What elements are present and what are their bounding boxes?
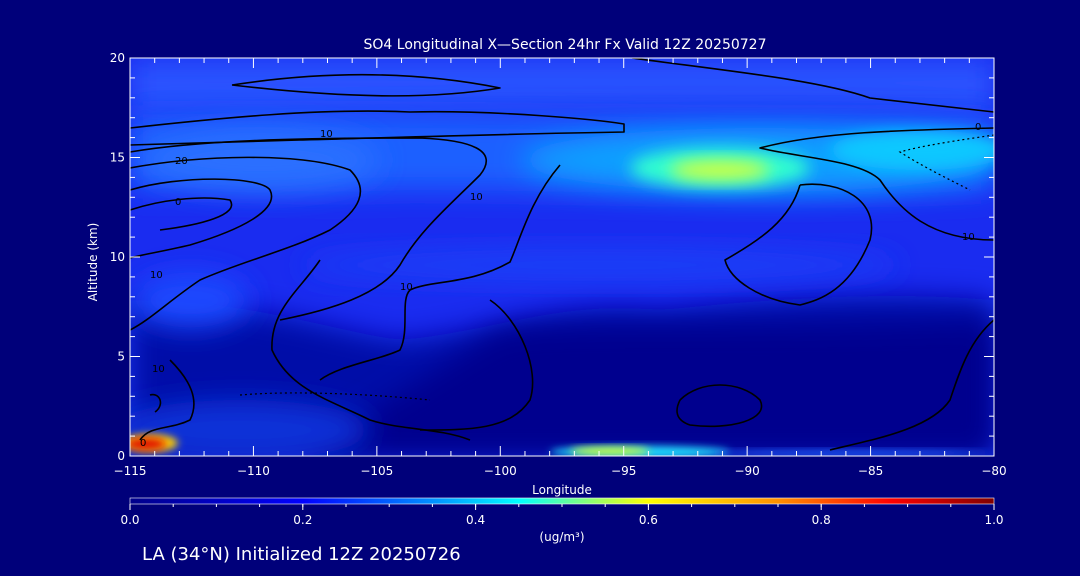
- y-tick-label: 15: [110, 151, 125, 165]
- contour-label: 10: [150, 270, 163, 281]
- chart-title: SO4 Longitudinal X—Section 24hr Fx Valid…: [364, 37, 767, 53]
- x-tick-label: −80: [981, 464, 1006, 478]
- y-tick-label: 5: [117, 350, 125, 364]
- colorbar-ticks: 0.0 0.2 0.4 0.6 0.8 1.0: [120, 504, 1004, 527]
- x-tick-label: −85: [858, 464, 883, 478]
- x-tick-label: −115: [114, 464, 147, 478]
- contour-label: 0: [975, 122, 981, 133]
- colorbar: 0.0 0.2 0.4 0.6 0.8 1.0 (ug/m³): [120, 497, 1004, 544]
- contour-labels: 10 20 10 0 10 10 10 0 10 0: [140, 122, 981, 449]
- contour-label: 0: [175, 197, 181, 208]
- contour-label: 10: [400, 282, 413, 293]
- contour-label: 0: [140, 438, 146, 449]
- x-axis-label: Longitude: [532, 483, 592, 497]
- colorbar-tick-label: 0.4: [466, 513, 485, 527]
- colorbar-tick-label: 0.8: [812, 513, 831, 527]
- colorbar-gradient: [129, 497, 995, 505]
- x-tick-label: −95: [611, 464, 636, 478]
- colorbar-tick-label: 0.2: [293, 513, 312, 527]
- x-tick-label: −100: [484, 464, 517, 478]
- contour-lines: [130, 58, 994, 451]
- contour-label: 20: [175, 156, 188, 167]
- x-tick-label: −105: [360, 464, 393, 478]
- colorbar-tick-label: 1.0: [984, 513, 1003, 527]
- contour-label: 10: [962, 232, 975, 243]
- x-tick-label: −110: [237, 464, 270, 478]
- contour-label: 10: [470, 192, 483, 203]
- colorbar-tick-label: 0.6: [639, 513, 658, 527]
- y-tick-label: 0: [117, 449, 125, 463]
- y-tick-label: 20: [110, 51, 125, 65]
- x-tick-label: −90: [734, 464, 759, 478]
- x-axis: −115 −110 −105 −100 −95 −90 −85 −80: [114, 58, 1007, 478]
- y-axis: 0 5 10 15 20: [110, 51, 994, 463]
- concentration-field: [130, 58, 994, 456]
- y-axis-label: Altitude (km): [86, 223, 100, 302]
- contour-label: 10: [320, 129, 333, 140]
- y-tick-label: 10: [110, 250, 125, 264]
- colorbar-unit-label: (ug/m³): [539, 530, 584, 544]
- initialization-info: LA (34°N) Initialized 12Z 20250726: [142, 544, 461, 565]
- contour-label: 10: [152, 364, 165, 375]
- colorbar-tick-label: 0.0: [120, 513, 139, 527]
